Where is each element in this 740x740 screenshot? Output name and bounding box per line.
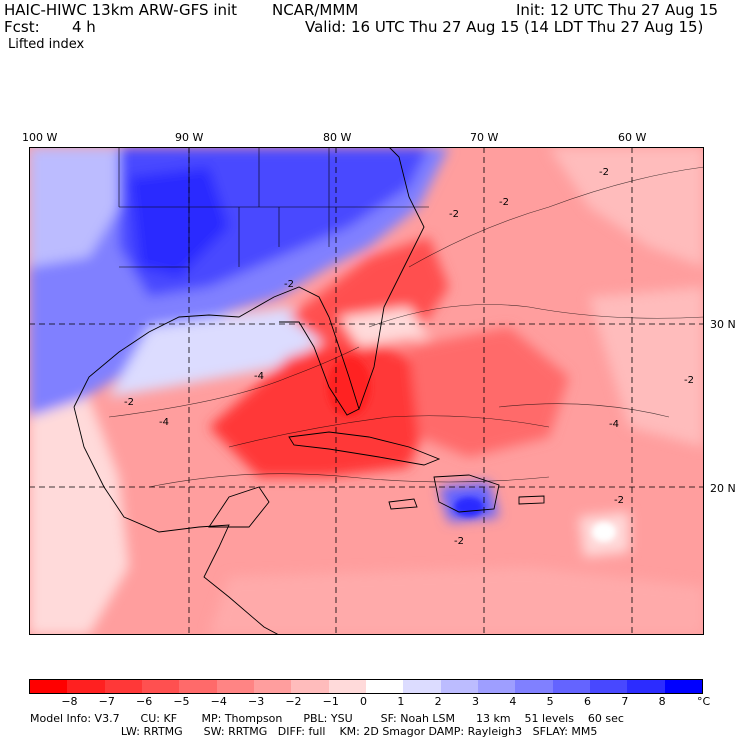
init-time: Init: 12 UTC Thu 27 Aug 15 — [516, 1, 719, 19]
colorbar-swatch — [67, 680, 106, 693]
colorbar-swatch — [403, 680, 442, 693]
lon-label-100w: 100 W — [22, 131, 58, 144]
field-name: Lifted index — [8, 37, 85, 52]
colorbar-swatch — [216, 680, 255, 693]
colorbar-swatch — [515, 680, 554, 693]
contour-label: -2 — [599, 167, 609, 178]
colorbar-swatch — [366, 680, 404, 693]
colorbar-unit: °C — [697, 695, 711, 708]
yucatan — [208, 486, 270, 528]
atlantic-coastline — [358, 147, 425, 410]
model-info-line2: LW: RRTMG SW: RRTMG DIFF: full KM: 2D Sm… — [30, 725, 598, 738]
contour-label: -4 — [254, 371, 264, 382]
model-info-line1: Model Info: V3.7 CU: KF MP: Thompson PBL… — [30, 712, 624, 725]
colorbar-swatch — [179, 680, 218, 693]
colorbar-swatch — [664, 680, 703, 693]
hispaniola — [433, 474, 500, 513]
lat-label-30n: 30 N — [710, 318, 736, 331]
contour-label: -2 — [454, 536, 464, 547]
colorbar-swatch — [440, 680, 479, 693]
colorbar-swatch — [552, 680, 591, 693]
colorbar-swatch — [627, 680, 666, 693]
contour-label: -4 — [159, 417, 169, 428]
colorbar-swatch — [291, 680, 330, 693]
colorbar-label: −8 — [61, 695, 78, 708]
contour-label: -2 — [684, 375, 694, 386]
colorbar-swatch — [254, 680, 292, 693]
colorbar-swatch — [104, 680, 143, 693]
fcst-label: Fcst: — [4, 18, 40, 36]
colorbar-label: −4 — [210, 695, 227, 708]
lon-label-70w: 70 W — [470, 131, 499, 144]
model-title: HAIC-HIWC 13km ARW-GFS init — [4, 1, 238, 19]
colorbar-label: 3 — [472, 695, 479, 708]
lat-label-20n: 20 N — [710, 482, 736, 495]
contour-label: -4 — [609, 419, 619, 430]
colorbar-label: −2 — [285, 695, 302, 708]
cuba — [288, 431, 441, 466]
colorbar-label: −5 — [173, 695, 190, 708]
colorbar-swatch — [30, 680, 68, 693]
map-svg: -2 -4 -2 -2 -4 -2 -2 -4 -2 -2 -2 — [29, 147, 704, 635]
colorbar-label: 7 — [621, 695, 629, 708]
colorbar-label: 2 — [434, 695, 442, 708]
gulf-coastline — [73, 286, 360, 416]
colorbar-label: −7 — [98, 695, 115, 708]
colorbar-swatch — [142, 680, 180, 693]
valid-time: Valid: 16 UTC Thu 27 Aug 15 (14 LDT Thu … — [305, 18, 704, 36]
colorbar-label: −3 — [248, 695, 265, 708]
lon-label-80w: 80 W — [323, 131, 352, 144]
contour-label: -2 — [449, 209, 459, 220]
colorbar-label: 8 — [658, 695, 666, 708]
org-label: NCAR/MMM — [272, 1, 359, 19]
contour-label: -2 — [614, 495, 624, 506]
colorbar-label: −6 — [136, 695, 153, 708]
colorbar-label: 5 — [546, 695, 554, 708]
colorbar-label: 4 — [509, 695, 517, 708]
fcst-value: 4 h — [72, 18, 96, 36]
contour-label: -2 — [499, 197, 509, 208]
colorbar-label: 6 — [584, 695, 591, 708]
lifted-index-map: -2 -4 -2 -2 -4 -2 -2 -4 -2 -2 -2 — [29, 147, 704, 635]
colorbar-label: 1 — [397, 695, 405, 708]
contour-label: -2 — [284, 279, 294, 290]
lon-label-60w: 60 W — [618, 131, 647, 144]
colorbar-outline — [29, 679, 703, 694]
lon-label-90w: 90 W — [175, 131, 204, 144]
colorbar-label: −1 — [322, 695, 339, 708]
colorbar-swatch — [328, 680, 367, 693]
mexico-coastline — [73, 406, 280, 635]
colorbar-label: 0 — [360, 695, 367, 708]
colorbar-swatch — [590, 680, 628, 693]
contour-label: -2 — [124, 397, 134, 408]
jamaica — [388, 498, 418, 510]
colorbar-swatch — [478, 680, 516, 693]
puerto-rico — [518, 495, 545, 505]
